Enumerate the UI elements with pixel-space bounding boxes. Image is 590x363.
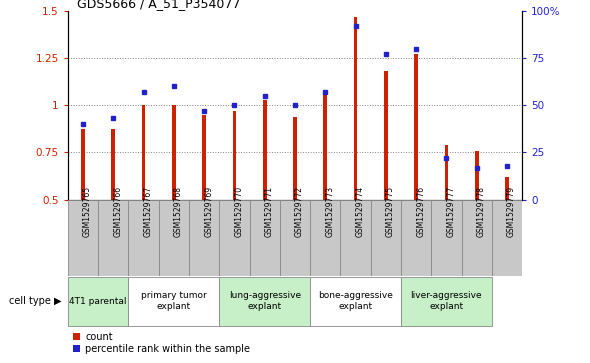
Text: GSM1529769: GSM1529769	[204, 185, 213, 237]
Text: GSM1529774: GSM1529774	[356, 185, 365, 237]
Bar	[68, 200, 98, 276]
Bar	[219, 277, 310, 326]
Text: GSM1529768: GSM1529768	[174, 185, 183, 237]
Bar	[431, 200, 461, 276]
Bar	[323, 92, 327, 200]
Bar	[401, 200, 431, 276]
Text: liver-aggressive
explant: liver-aggressive explant	[411, 291, 482, 311]
Bar	[461, 200, 492, 276]
Bar	[505, 177, 509, 200]
Text: GSM1529772: GSM1529772	[295, 185, 304, 237]
Text: GSM1529770: GSM1529770	[234, 185, 244, 237]
Bar	[172, 105, 176, 200]
Text: GSM1529779: GSM1529779	[507, 185, 516, 237]
Bar	[189, 200, 219, 276]
Text: GDS5666 / A_51_P354077: GDS5666 / A_51_P354077	[77, 0, 240, 10]
Bar	[293, 117, 297, 200]
Bar	[280, 200, 310, 276]
Text: cell type ▶: cell type ▶	[9, 296, 62, 306]
Bar	[401, 277, 492, 326]
Bar	[81, 129, 85, 200]
Text: GSM1529778: GSM1529778	[477, 185, 486, 237]
Bar	[310, 200, 340, 276]
Bar	[250, 200, 280, 276]
Text: GSM1529773: GSM1529773	[325, 185, 335, 237]
Bar	[492, 200, 522, 276]
Bar	[340, 200, 371, 276]
Bar	[112, 129, 115, 200]
Text: GSM1529771: GSM1529771	[265, 185, 274, 237]
Text: GSM1529777: GSM1529777	[447, 185, 455, 237]
Text: GSM1529767: GSM1529767	[143, 185, 153, 237]
Bar	[310, 277, 401, 326]
Bar	[263, 99, 267, 200]
Text: GSM1529765: GSM1529765	[83, 185, 92, 237]
Bar	[414, 54, 418, 200]
Bar	[159, 200, 189, 276]
Bar	[142, 105, 145, 200]
Text: primary tumor
explant: primary tumor explant	[141, 291, 206, 311]
Bar	[445, 145, 448, 200]
Bar	[232, 111, 236, 200]
Text: 4T1 parental: 4T1 parental	[70, 297, 127, 306]
Bar	[475, 151, 478, 200]
Bar	[202, 115, 206, 200]
Legend: count, percentile rank within the sample: count, percentile rank within the sample	[73, 331, 250, 354]
Text: bone-aggressive
explant: bone-aggressive explant	[318, 291, 393, 311]
Bar	[371, 200, 401, 276]
Bar	[129, 277, 219, 326]
Text: lung-aggressive
explant: lung-aggressive explant	[229, 291, 301, 311]
Bar	[219, 200, 250, 276]
Text: GSM1529775: GSM1529775	[386, 185, 395, 237]
Text: GSM1529766: GSM1529766	[113, 185, 122, 237]
Bar	[354, 17, 358, 200]
Bar	[98, 200, 129, 276]
Text: GSM1529776: GSM1529776	[416, 185, 425, 237]
Bar	[68, 277, 129, 326]
Bar	[384, 71, 388, 200]
Bar	[129, 200, 159, 276]
